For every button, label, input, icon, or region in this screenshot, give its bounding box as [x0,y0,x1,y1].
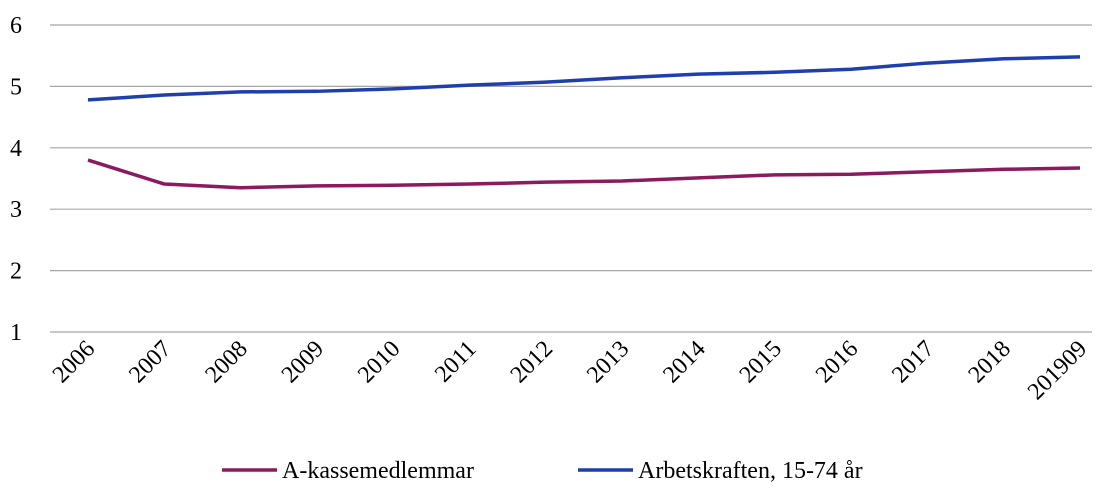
x-tick-label: 2014 [658,336,710,388]
y-tick-label: 2 [10,259,22,285]
x-tick-label: 201909 [1023,336,1092,405]
x-tick-label: 2008 [201,336,253,388]
x-tick-label: 2007 [124,336,176,388]
x-tick-label: 2011 [430,336,482,388]
x-tick-label: 2012 [506,336,558,388]
legend-label: A-kassemedlemmar [282,458,474,484]
y-tick-label: 1 [10,320,22,346]
y-tick-label: 6 [10,13,22,39]
series-line [87,158,1081,190]
x-tick-label: 2006 [48,336,100,388]
y-tick-label: 3 [10,197,22,223]
x-tick-label: 2015 [735,336,787,388]
series-line [87,55,1081,102]
y-tick-label: 5 [10,74,22,100]
x-tick-label: 2013 [582,336,634,388]
x-tick-label: 2017 [887,336,939,388]
x-tick-label: 2010 [353,336,405,388]
x-tick-label: 2018 [964,336,1016,388]
legend-label: Arbetskraften, 15-74 år [638,458,863,484]
y-tick-label: 4 [10,136,22,162]
x-tick-label: 2009 [277,336,329,388]
x-tick-label: 2016 [811,336,863,388]
